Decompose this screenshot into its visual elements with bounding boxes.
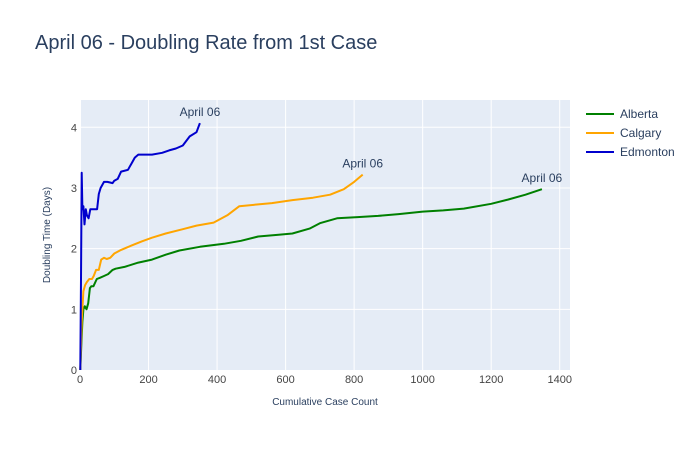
legend-item-edmonton[interactable]: Edmonton	[586, 145, 675, 159]
annotation-label: April 06	[522, 171, 563, 185]
y-tick-label: 4	[71, 122, 77, 134]
x-tick-label: 600	[276, 374, 294, 386]
x-tick-labels: 0 200 400 600 800 1000 1200 1400	[77, 374, 572, 386]
annotation-label: April 06	[180, 105, 221, 119]
series-line-calgary[interactable]	[79, 173, 364, 371]
y-axis-label: Doubling Time (Days)	[42, 187, 53, 283]
y-tick-label: 1	[71, 304, 77, 316]
x-tick-label: 1400	[547, 374, 571, 386]
y-tick-label: 3	[71, 183, 77, 195]
y-tick-label: 0	[71, 365, 77, 377]
x-tick-label: 0	[77, 374, 83, 386]
series-lines	[79, 122, 543, 371]
legend[interactable]: Alberta Calgary Edmonton	[586, 107, 675, 159]
series-line-alberta[interactable]	[79, 188, 543, 371]
chart-title: April 06 - Doubling Rate from 1st Case	[35, 32, 377, 54]
x-tick-label: 800	[345, 374, 363, 386]
y-tick-labels: 0 1 2 3 4	[71, 122, 77, 377]
plot-area	[80, 100, 570, 370]
legend-label: Calgary	[620, 126, 661, 140]
legend-label: Alberta	[620, 107, 658, 121]
y-tick-label: 2	[71, 244, 77, 256]
x-tick-label: 1200	[479, 374, 503, 386]
series-line-edmonton[interactable]	[79, 122, 201, 371]
annotations: April 06 April 06 April 06	[180, 105, 563, 185]
x-tick-label: 400	[208, 374, 226, 386]
x-tick-label: 200	[139, 374, 157, 386]
x-axis-label: Cumulative Case Count	[272, 397, 378, 408]
legend-label: Edmonton	[620, 145, 675, 159]
annotation-label: April 06	[342, 157, 383, 171]
legend-item-calgary[interactable]: Calgary	[586, 126, 661, 140]
x-tick-label: 1000	[410, 374, 434, 386]
legend-item-alberta[interactable]: Alberta	[586, 107, 658, 121]
